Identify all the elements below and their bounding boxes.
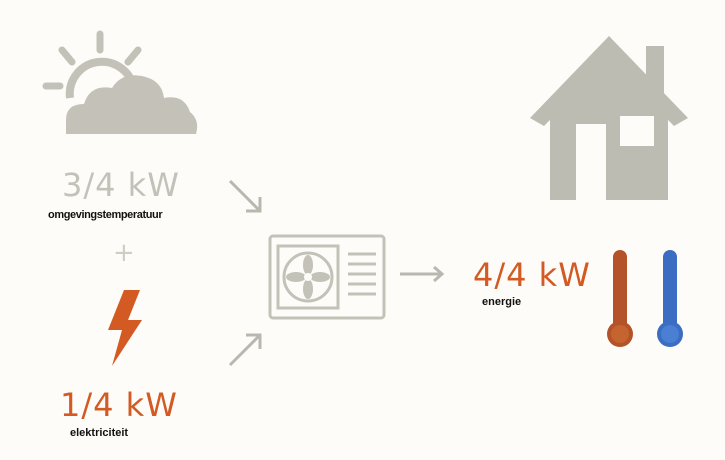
- lightning-icon: [108, 290, 142, 366]
- electric-label: elektriciteit: [70, 427, 129, 439]
- arrow-icon: [228, 179, 262, 213]
- output-label: energie: [482, 296, 522, 308]
- output-value: 4/4 kW: [473, 256, 591, 294]
- ambient-label: omgevingstemperatuur: [48, 209, 163, 221]
- plus-sign: +: [113, 238, 135, 268]
- ambient-value: 3/4 kW: [62, 166, 180, 204]
- arrow-icon: [228, 333, 262, 367]
- sun-cloud-icon: [42, 30, 198, 134]
- thermometer-cold-icon: [657, 250, 683, 347]
- house-icon: [530, 36, 688, 200]
- thermometer-hot-icon: [607, 250, 633, 347]
- heat-pump-icon: [268, 234, 386, 320]
- arrow-icon: [400, 265, 445, 283]
- electric-value: 1/4 kW: [60, 386, 178, 424]
